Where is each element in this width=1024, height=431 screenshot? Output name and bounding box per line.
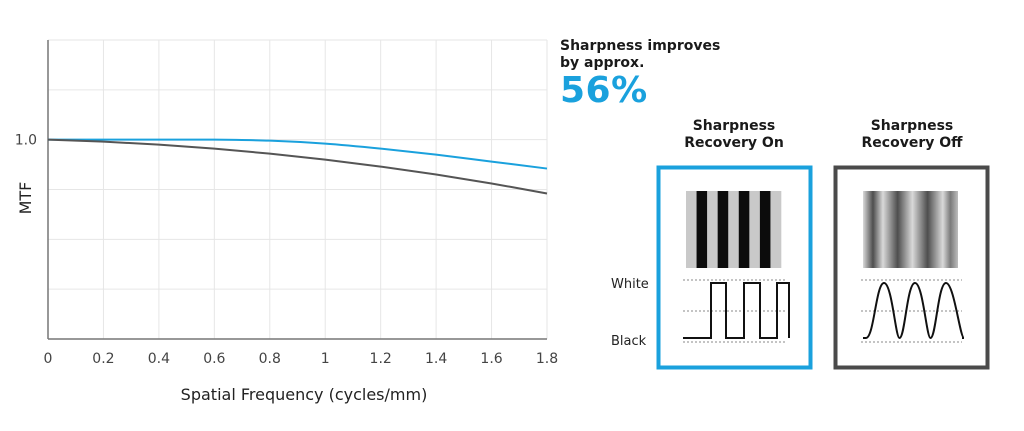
demo-title-off: Sharpness Recovery Off: [832, 118, 992, 152]
x-tick-label: 0.2: [92, 351, 114, 367]
demo-title-off-line-2: Recovery Off: [861, 135, 963, 151]
series-line-recovery-off: [47, 138, 548, 195]
x-tick-label: 1.4: [425, 351, 447, 367]
x-tick-label: 1.8: [536, 351, 558, 367]
chart-series: [47, 138, 548, 195]
blurred-bar-pattern: [863, 191, 958, 268]
headline-line-2: by approx.: [560, 55, 645, 71]
sine-waveform: [863, 281, 965, 340]
demo-panel-on: [656, 165, 813, 370]
black-stripe: [738, 191, 750, 268]
square-waveform: [683, 282, 790, 339]
sharpness-headline: Sharpness improves by approx. 56%: [560, 38, 760, 111]
sharp-bar-pattern: [686, 191, 782, 268]
x-tick-label: 0: [44, 351, 53, 367]
black-stripe: [759, 191, 771, 268]
y-tick-label: 1.0: [15, 133, 37, 149]
demo-title-off-line-1: Sharpness: [870, 118, 954, 134]
white-stripe: [749, 191, 761, 268]
chart-axes: [47, 40, 547, 340]
white-stripe: [770, 191, 782, 268]
x-tick-label: 1: [321, 351, 330, 367]
demo-title-on-line-1: Sharpness: [692, 118, 776, 134]
white-stripe: [728, 191, 740, 268]
x-tick-labels: 0 0.2 0.4 0.6 0.8 1 1.2 1.4 1.6 1.8: [44, 351, 559, 367]
demo-panel-off: [833, 165, 990, 370]
x-tick-label: 0.4: [148, 351, 170, 367]
x-tick-label: 0.8: [259, 351, 281, 367]
demo-title-on: Sharpness Recovery On: [654, 118, 814, 152]
chart-grid: [48, 39, 548, 339]
demo-title-on-line-2: Recovery On: [684, 135, 784, 151]
white-label: White: [611, 277, 649, 292]
white-stripe: [686, 191, 697, 268]
improvement-percent: 56%: [560, 70, 648, 111]
y-axis-label: MTF: [16, 182, 35, 215]
black-label: Black: [611, 334, 647, 349]
white-stripe: [707, 191, 718, 268]
x-tick-label: 1.6: [480, 351, 502, 367]
x-tick-label: 0.6: [203, 351, 225, 367]
black-stripe: [696, 191, 708, 268]
x-axis-label: Spatial Frequency (cycles/mm): [181, 385, 428, 404]
black-stripe: [717, 191, 729, 268]
series-line-recovery-on: [47, 138, 548, 170]
y-tick-labels: 1.0: [15, 133, 37, 149]
headline-line-1: Sharpness improves: [560, 38, 721, 54]
x-tick-label: 1.2: [370, 351, 392, 367]
